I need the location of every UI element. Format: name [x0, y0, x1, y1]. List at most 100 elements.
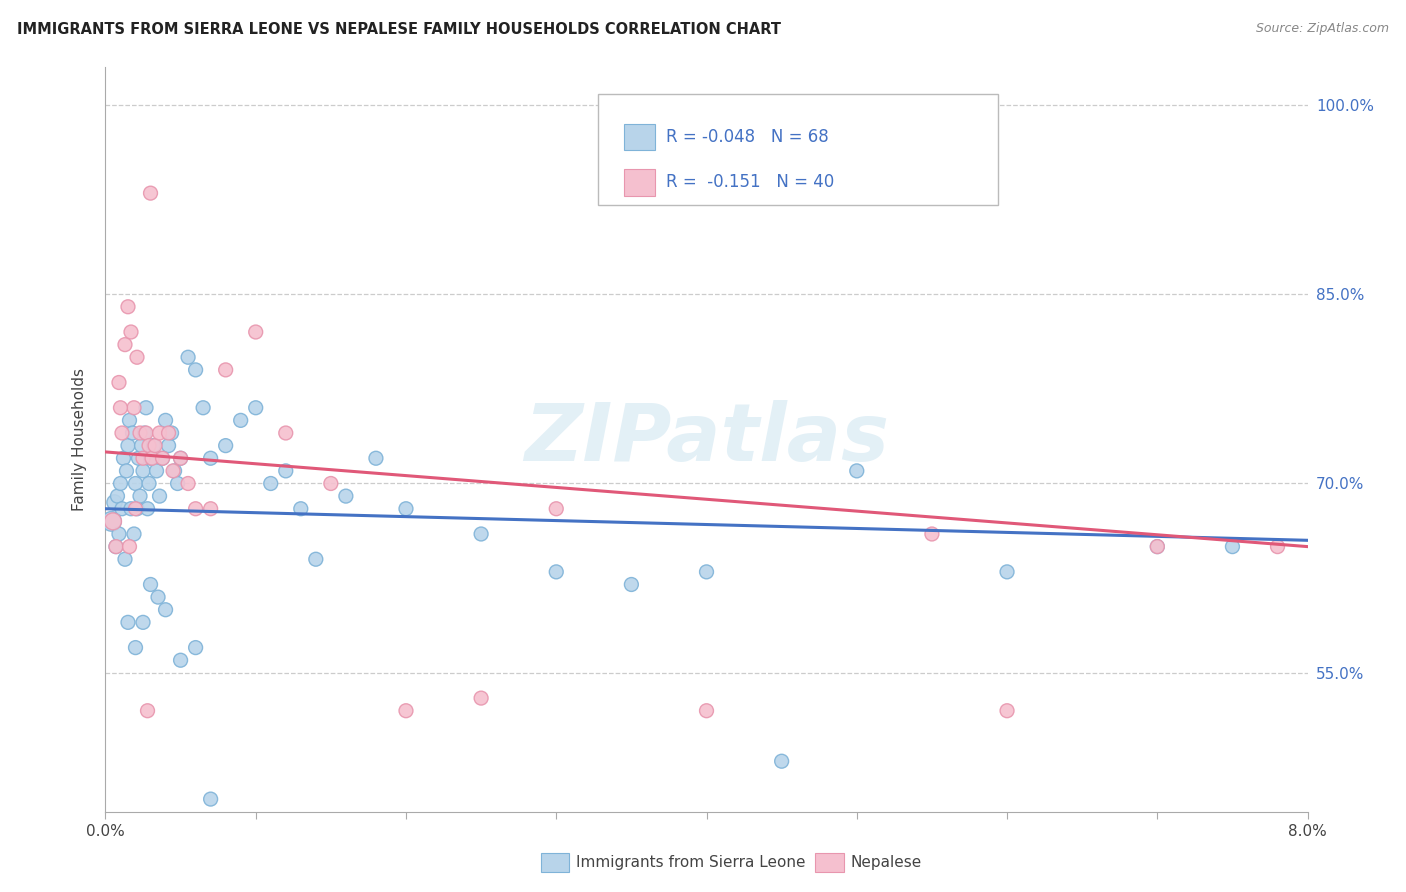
Point: [139, 577, 162, 591]
Point: [129, 489, 152, 503]
Point: [274, 464, 297, 478]
Point: [214, 363, 236, 377]
Text: Nepalese: Nepalese: [851, 855, 922, 870]
Text: R =  -0.151   N = 40: R = -0.151 N = 40: [666, 173, 835, 191]
Point: [696, 704, 718, 718]
Point: [1267, 540, 1289, 554]
Point: [245, 401, 267, 415]
Point: [124, 501, 146, 516]
Point: [995, 704, 1018, 718]
Text: R = -0.048   N = 68: R = -0.048 N = 68: [666, 128, 830, 146]
Point: [245, 325, 267, 339]
Point: [135, 425, 157, 440]
Point: [122, 527, 145, 541]
Point: [305, 552, 328, 566]
Point: [1222, 540, 1244, 554]
Point: [319, 476, 342, 491]
Point: [200, 501, 222, 516]
Point: [335, 489, 357, 503]
Point: [148, 489, 170, 503]
Point: [395, 501, 418, 516]
Point: [108, 527, 131, 541]
Point: [118, 540, 141, 554]
Point: [157, 439, 180, 453]
Point: [108, 376, 131, 390]
Point: [696, 565, 718, 579]
Point: [103, 495, 125, 509]
Point: [169, 653, 191, 667]
Point: [166, 476, 188, 491]
Point: [162, 464, 184, 478]
Point: [160, 425, 183, 440]
Point: [921, 527, 943, 541]
Point: [155, 603, 177, 617]
Point: [110, 401, 132, 415]
Point: [1146, 540, 1168, 554]
Point: [146, 590, 169, 604]
Point: [104, 540, 127, 554]
Point: [229, 413, 252, 427]
Text: Source: ZipAtlas.com: Source: ZipAtlas.com: [1256, 22, 1389, 36]
Point: [260, 476, 283, 491]
Point: [142, 439, 165, 453]
Point: [184, 640, 207, 655]
Point: [132, 451, 155, 466]
Point: [125, 351, 148, 365]
Point: [620, 577, 643, 591]
Point: [117, 300, 139, 314]
Point: [546, 565, 568, 579]
Point: [128, 451, 150, 466]
Point: [121, 425, 143, 440]
Point: [770, 754, 793, 768]
Point: [100, 514, 122, 528]
Text: IMMIGRANTS FROM SIERRA LEONE VS NEPALESE FAMILY HOUSEHOLDS CORRELATION CHART: IMMIGRANTS FROM SIERRA LEONE VS NEPALESE…: [17, 22, 780, 37]
Point: [120, 325, 142, 339]
Point: [143, 439, 166, 453]
Point: [115, 464, 138, 478]
Point: [117, 439, 139, 453]
Point: [132, 615, 155, 630]
Point: [995, 565, 1018, 579]
Point: [177, 351, 200, 365]
Point: [163, 464, 186, 478]
Point: [112, 451, 135, 466]
Point: [364, 451, 387, 466]
Point: [395, 704, 418, 718]
Y-axis label: Family Households: Family Households: [72, 368, 87, 511]
Point: [148, 425, 170, 440]
Point: [117, 615, 139, 630]
Point: [200, 792, 222, 806]
Point: [138, 476, 160, 491]
Point: [110, 476, 132, 491]
Point: [546, 501, 568, 516]
Point: [141, 451, 163, 466]
Point: [1146, 540, 1168, 554]
Point: [139, 186, 162, 201]
Point: [122, 401, 145, 415]
Point: [470, 691, 492, 706]
Point: [214, 439, 236, 453]
Point: [177, 476, 200, 491]
Point: [111, 501, 134, 516]
Point: [124, 476, 146, 491]
Point: [114, 337, 136, 351]
Point: [845, 464, 868, 478]
Point: [125, 501, 148, 516]
Point: [135, 401, 157, 415]
Point: [169, 451, 191, 466]
Point: [155, 413, 177, 427]
Point: [145, 464, 167, 478]
Point: [101, 514, 124, 528]
Text: ZIPatlas: ZIPatlas: [524, 401, 889, 478]
Point: [107, 489, 129, 503]
Point: [114, 552, 136, 566]
Point: [169, 451, 191, 466]
Point: [136, 501, 159, 516]
Point: [184, 363, 207, 377]
Point: [470, 527, 492, 541]
Point: [274, 425, 297, 440]
Point: [136, 704, 159, 718]
Point: [139, 451, 162, 466]
Text: Immigrants from Sierra Leone: Immigrants from Sierra Leone: [576, 855, 806, 870]
Point: [138, 439, 160, 453]
